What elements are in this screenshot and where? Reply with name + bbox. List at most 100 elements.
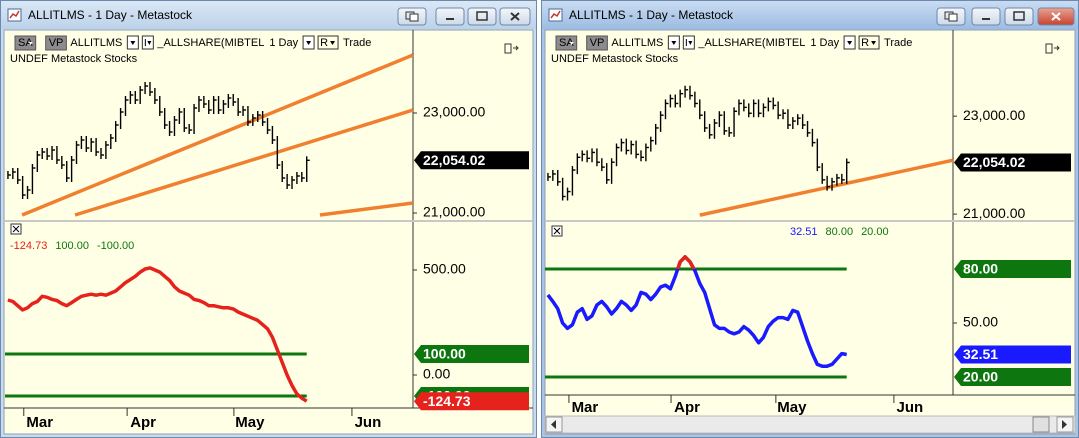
last-price-badge-label: 22,054.02 bbox=[963, 154, 1025, 170]
level-badge bbox=[954, 259, 1071, 278]
button-glyph bbox=[1013, 11, 1025, 21]
toolbar-button[interactable] bbox=[555, 35, 578, 51]
toolbar-text: Trade bbox=[884, 37, 912, 49]
indicator-line bbox=[546, 255, 848, 368]
indicator-badge-label: -124.73 bbox=[423, 393, 471, 409]
scrollbar-track bbox=[544, 415, 1076, 434]
button-glyph bbox=[409, 13, 419, 22]
x-tick-label: Jun bbox=[897, 399, 924, 416]
y-tick-label: 500.00 bbox=[423, 261, 466, 277]
toolbar-text: 1 Day bbox=[810, 37, 839, 49]
toolbar-button[interactable] bbox=[14, 35, 37, 51]
title-button[interactable] bbox=[435, 7, 465, 26]
x-tick-label: May bbox=[777, 399, 807, 416]
y-tick-label: 50.00 bbox=[963, 314, 998, 330]
button-glyph bbox=[510, 12, 520, 21]
toolbar-button[interactable] bbox=[45, 35, 67, 51]
toolbar-button-label: SA bbox=[559, 37, 574, 49]
window-title: ALLITLMS - 1 Day - Metastock bbox=[28, 8, 193, 22]
indicator-header-value: 100.00 bbox=[55, 240, 89, 252]
button-glyph bbox=[1051, 12, 1061, 21]
title-button[interactable] bbox=[1004, 7, 1034, 26]
price-plot bbox=[547, 85, 953, 217]
y-tick-label: 21,000.00 bbox=[423, 204, 485, 220]
button-glyph bbox=[948, 13, 958, 22]
pane-separator bbox=[545, 220, 1075, 222]
pane-icon bbox=[1054, 45, 1060, 51]
dropdown-button bbox=[682, 35, 695, 50]
x-tick-label: May bbox=[235, 414, 265, 431]
dropdown-arrow bbox=[688, 41, 693, 45]
button-glyph bbox=[476, 11, 488, 21]
x-tick-label: Apr bbox=[130, 414, 156, 431]
button-glyph bbox=[982, 18, 990, 20]
indicator-header-value: 32.51 bbox=[790, 226, 818, 238]
dropdown-arrow bbox=[28, 42, 33, 45]
level-badge-label: 80.00 bbox=[963, 261, 998, 277]
dropdown-arrow bbox=[569, 42, 574, 45]
level-badge-label: 20.00 bbox=[963, 369, 998, 385]
dropdown-arrow bbox=[130, 41, 136, 45]
x-tick-label: Mar bbox=[572, 399, 599, 416]
dropdown-button bbox=[141, 35, 154, 50]
trendline bbox=[74, 108, 413, 217]
window[interactable]: ALLITLMS - 1 Day - Metastock SA VP ALLITLMS… bbox=[0, 0, 537, 438]
dropdown-arrow bbox=[671, 41, 677, 45]
button-glyph bbox=[446, 18, 454, 20]
indicator-badge-label: 32.51 bbox=[963, 346, 998, 362]
price-plot bbox=[7, 53, 413, 217]
title-button[interactable] bbox=[971, 7, 1001, 26]
pane-icon bbox=[504, 43, 512, 54]
title-button[interactable] bbox=[467, 7, 497, 26]
toolbar-button-label: VP bbox=[49, 37, 64, 49]
indicator-header-value: 80.00 bbox=[826, 226, 854, 238]
toolbar-button[interactable] bbox=[317, 35, 339, 50]
y-tick-label: 23,000.00 bbox=[423, 104, 485, 120]
toolbar-text: Trade bbox=[343, 37, 371, 49]
indicator-header-value: -124.73 bbox=[10, 240, 47, 252]
last-price-badge bbox=[414, 151, 529, 170]
x-tick-label: Apr bbox=[674, 399, 700, 416]
dropdown-arrow bbox=[871, 41, 877, 45]
dropdown-arrow bbox=[147, 41, 152, 45]
level-badge-label: 100.00 bbox=[423, 346, 466, 362]
window-title: ALLITLMS - 1 Day - Metastock bbox=[569, 8, 734, 22]
close-indicator-glyph bbox=[12, 225, 20, 233]
toolbar-text: _ALLSHARE(MIBTEL bbox=[156, 37, 264, 49]
last-price-badge bbox=[954, 153, 1071, 172]
trendline bbox=[699, 158, 953, 217]
x-tick-label: Jun bbox=[355, 414, 382, 431]
y-tick-label: 21,000.00 bbox=[963, 205, 1025, 221]
window[interactable]: ALLITLMS - 1 Day - Metastock SA VP ALLITLMS… bbox=[541, 0, 1079, 438]
close-indicator-glyph bbox=[553, 227, 561, 235]
indicator-badge bbox=[954, 345, 1071, 364]
y-tick-label: 0.00 bbox=[423, 366, 450, 382]
symbol-info: UNDEF Metastock Stocks bbox=[551, 53, 679, 65]
level-badge bbox=[954, 367, 1071, 386]
toolbar-text: _ALLSHARE(MIBTEL bbox=[697, 37, 805, 49]
dropdown-arrow bbox=[847, 41, 853, 45]
toolbar-text: 1 Day bbox=[269, 37, 298, 49]
dropdown-arrow bbox=[330, 41, 336, 45]
trendline bbox=[319, 201, 413, 217]
scroll-thumb[interactable] bbox=[1032, 416, 1050, 433]
pane-icon bbox=[513, 45, 519, 51]
toolbar-button-label: VP bbox=[590, 37, 605, 49]
toolbar-button-label: SA bbox=[18, 37, 33, 49]
scroll-arrow bbox=[1062, 420, 1067, 429]
trendline bbox=[21, 53, 413, 217]
indicator-badge bbox=[414, 392, 529, 411]
x-tick-label: Mar bbox=[26, 414, 53, 431]
last-price-badge-label: 22,054.02 bbox=[423, 152, 485, 168]
y-tick-label: 23,000.00 bbox=[963, 107, 1025, 123]
toolbar-button[interactable] bbox=[586, 35, 608, 51]
indicator-header-value: -100.00 bbox=[97, 240, 134, 252]
toolbar-button[interactable] bbox=[858, 35, 880, 50]
title-icon-glyph bbox=[9, 10, 20, 19]
scroll-arrow bbox=[551, 420, 556, 429]
indicator-line bbox=[7, 266, 308, 403]
toolbar-text: ALLITLMS bbox=[70, 37, 122, 49]
toolbar-text: ALLITLMS bbox=[611, 37, 663, 49]
